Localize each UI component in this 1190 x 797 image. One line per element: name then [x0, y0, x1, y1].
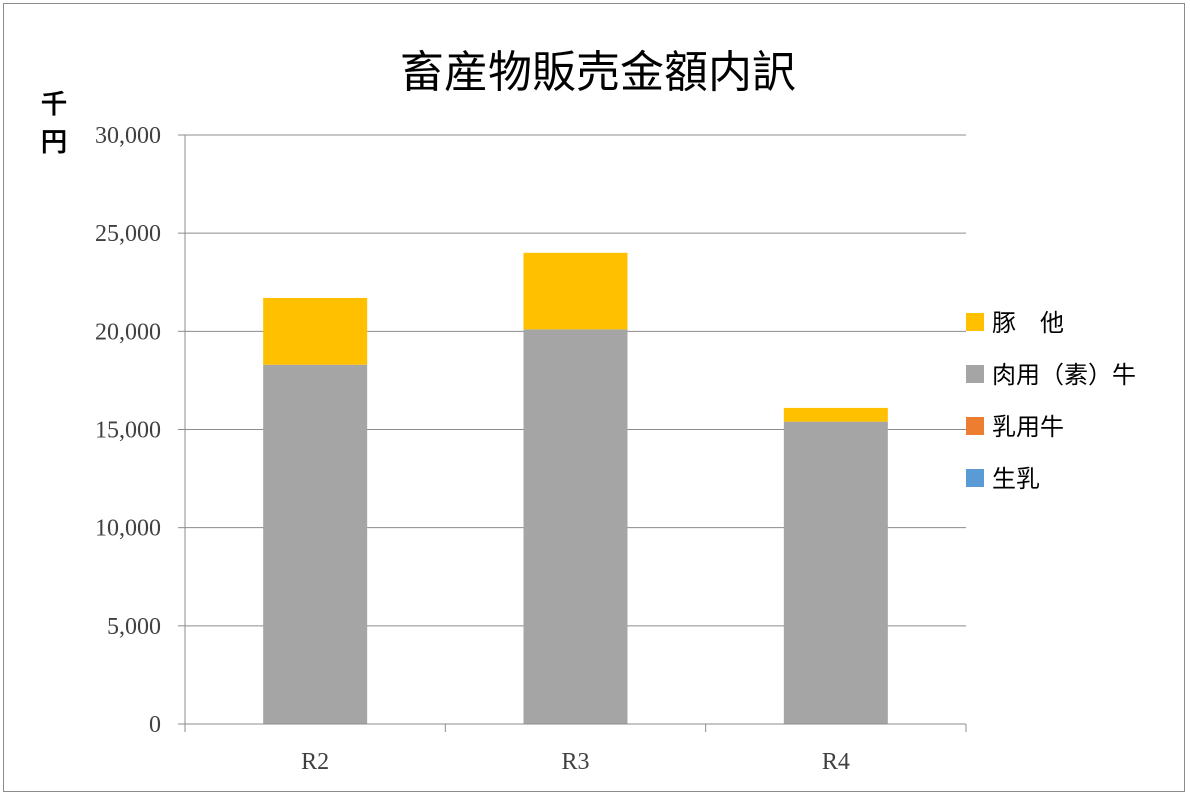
y-axis-unit-char: 円 — [41, 128, 67, 158]
x-tick-label: R4 — [822, 749, 850, 775]
legend-swatch — [966, 469, 984, 487]
axes — [178, 134, 967, 732]
bar-segment — [783, 421, 888, 724]
y-tick-label: 10,000 — [95, 516, 161, 542]
y-axis-unit-char: 千 — [41, 90, 67, 120]
x-tick-labels: R2 R3 R4 — [301, 749, 850, 775]
x-tick-label: R2 — [301, 749, 329, 775]
y-tick-label: 15,000 — [95, 418, 161, 444]
legend-swatch — [966, 417, 984, 435]
x-tick-label: R3 — [561, 749, 589, 775]
y-tick-label: 0 — [149, 712, 161, 738]
legend-label: 豚 他 — [992, 309, 1064, 337]
bars — [263, 252, 888, 724]
bar-segment — [263, 364, 368, 724]
y-tick-label: 30,000 — [95, 123, 161, 149]
legend-label: 乳用牛 — [992, 413, 1064, 441]
y-axis-unit-label: 千円 — [41, 90, 67, 158]
chart-title: 畜産物販売金額内訳 — [400, 47, 796, 98]
legend-swatch — [966, 313, 984, 331]
legend-label: 肉用（素）牛 — [992, 361, 1136, 389]
y-tick-label: 20,000 — [95, 319, 161, 345]
bar-segment — [783, 407, 888, 422]
bar-segment — [263, 297, 368, 365]
y-tick-labels: 0 5,000 10,000 15,000 20,000 25,000 30,000 — [95, 123, 161, 738]
bar-segment — [523, 329, 628, 724]
y-tick-label: 5,000 — [107, 614, 161, 640]
bar-segment — [523, 252, 628, 330]
y-tick-label: 25,000 — [95, 221, 161, 247]
legend-swatch — [966, 365, 984, 383]
legend-label: 生乳 — [992, 465, 1040, 493]
